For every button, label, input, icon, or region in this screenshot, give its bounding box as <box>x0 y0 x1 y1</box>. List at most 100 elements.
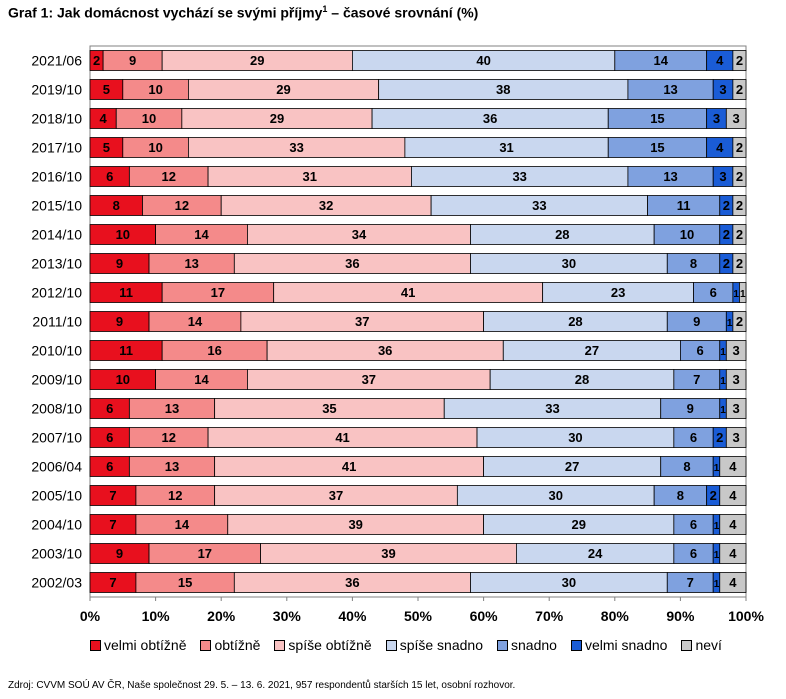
data-label: 29 <box>270 111 284 126</box>
data-label: 27 <box>565 459 579 474</box>
data-label: 11 <box>119 285 133 300</box>
data-label: 6 <box>106 169 113 184</box>
category-label: 2019/10 <box>31 82 82 98</box>
chart-title: Graf 1: Jak domácnost vychází se svými p… <box>8 4 478 21</box>
category-label: 2002/03 <box>31 575 82 591</box>
data-label: 2 <box>723 256 730 271</box>
data-label: 33 <box>545 401 559 416</box>
data-label: 10 <box>116 227 130 242</box>
bar-segment <box>725 427 747 448</box>
data-label: 6 <box>690 517 697 532</box>
data-label: 8 <box>113 198 120 213</box>
data-label: 12 <box>175 198 189 213</box>
category-label: 2018/10 <box>31 111 82 127</box>
x-tick-label: 100% <box>728 608 764 624</box>
data-label: 14 <box>194 227 209 242</box>
data-label: 14 <box>194 372 209 387</box>
data-label: 28 <box>575 372 589 387</box>
data-label: 29 <box>571 517 585 532</box>
category-label: 2021/06 <box>31 53 82 69</box>
data-label: 7 <box>687 575 694 590</box>
data-label: 36 <box>345 575 359 590</box>
x-tick-label: 80% <box>601 608 630 624</box>
bar-segment <box>725 340 747 361</box>
data-label: 2 <box>723 198 730 213</box>
data-label: 3 <box>733 111 740 126</box>
data-label: 3 <box>733 430 740 445</box>
data-label: 6 <box>696 343 703 358</box>
chart-title-main: Graf 1: Jak domácnost vychází se svými p… <box>8 4 323 21</box>
category-label: 2014/10 <box>31 227 82 243</box>
data-label: 29 <box>250 53 264 68</box>
data-label: 14 <box>653 53 668 68</box>
data-label: 11 <box>119 343 133 358</box>
data-label: 35 <box>322 401 336 416</box>
legend-label: spíše snadno <box>399 637 483 653</box>
data-label: 2 <box>716 430 723 445</box>
data-label: 14 <box>175 517 190 532</box>
category-label: 2012/10 <box>31 285 82 301</box>
data-label: 13 <box>184 256 198 271</box>
data-label: 2 <box>736 53 743 68</box>
bar-segment <box>719 572 747 593</box>
legend-swatch <box>385 639 397 651</box>
data-label: 2 <box>736 198 743 213</box>
category-label: 2005/10 <box>31 488 82 504</box>
legend-item: spíše obtížně <box>274 637 372 653</box>
data-label: 6 <box>106 401 113 416</box>
data-label: 4 <box>729 459 737 474</box>
data-label: 40 <box>476 53 490 68</box>
legend-swatch <box>200 639 212 651</box>
legend-item: obtížně <box>200 637 260 653</box>
data-label: 13 <box>165 459 179 474</box>
data-label: 4 <box>729 488 737 503</box>
legend-swatch <box>497 639 508 651</box>
data-label: 30 <box>562 575 576 590</box>
legend-label: neví <box>695 637 722 653</box>
data-label: 33 <box>289 140 303 155</box>
data-label: 39 <box>381 546 395 561</box>
bar-segment <box>732 137 747 158</box>
category-label: 2009/10 <box>31 372 82 388</box>
data-label: 10 <box>142 111 156 126</box>
legend-item: velmi obtížně <box>90 637 186 653</box>
data-label: 4 <box>729 575 737 590</box>
data-label: 36 <box>483 111 497 126</box>
data-label: 7 <box>109 575 116 590</box>
data-label: 6 <box>690 430 697 445</box>
data-label: 3 <box>733 343 740 358</box>
category-label: 2015/10 <box>31 198 82 214</box>
data-label: 1 <box>740 289 746 300</box>
data-label: 33 <box>512 169 526 184</box>
data-label: 29 <box>276 82 290 97</box>
data-label: 23 <box>611 285 625 300</box>
data-label: 10 <box>680 227 694 242</box>
data-label: 10 <box>148 82 162 97</box>
data-label: 32 <box>319 198 333 213</box>
data-label: 28 <box>555 227 569 242</box>
data-label: 8 <box>690 256 697 271</box>
data-label: 3 <box>719 169 726 184</box>
data-label: 16 <box>207 343 221 358</box>
legend-label: obtížně <box>214 637 261 653</box>
source-note: Zdroj: CVVM SOÚ AV ČR, Naše společnost 2… <box>8 680 516 691</box>
data-label: 1 <box>714 521 720 532</box>
bar-segment <box>725 108 747 129</box>
data-label: 2 <box>723 227 730 242</box>
data-label: 9 <box>116 256 123 271</box>
data-label: 6 <box>106 459 113 474</box>
bar-segment <box>725 369 747 390</box>
data-label: 28 <box>568 314 582 329</box>
data-label: 13 <box>165 401 179 416</box>
data-label: 15 <box>650 111 664 126</box>
legend-swatch <box>681 639 693 651</box>
data-label: 41 <box>401 285 415 300</box>
data-label: 41 <box>342 459 356 474</box>
data-label: 1 <box>714 579 720 590</box>
legend-item: snadno <box>497 637 557 653</box>
legend-label: spíše obtížně <box>288 637 372 653</box>
x-tick-label: 70% <box>535 608 564 624</box>
data-label: 30 <box>549 488 563 503</box>
data-label: 17 <box>211 285 225 300</box>
data-label: 13 <box>663 82 677 97</box>
